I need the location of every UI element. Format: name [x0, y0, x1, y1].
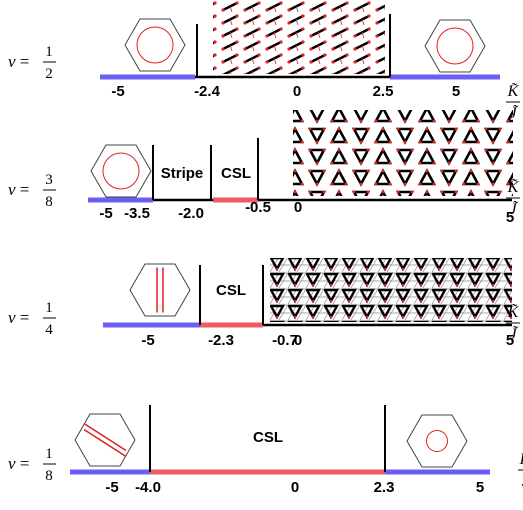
phase-panel: ν =18-5-4.002.35CSLK̃J̃	[8, 405, 523, 496]
hexagon-circle	[437, 28, 473, 64]
nu-symbol: ν =	[8, 52, 29, 71]
phase-label: CSL	[221, 165, 251, 182]
tick-label: -5	[141, 332, 154, 349]
tick-label: -2.3	[208, 332, 234, 349]
tick-label: 5	[476, 479, 484, 496]
tick-label: -3.5	[124, 205, 150, 222]
hexagon-icon	[75, 414, 135, 466]
ratio-numerator: K̃	[507, 178, 520, 196]
ratio-denominator: J̃	[509, 200, 519, 218]
phase-label: CSL	[253, 429, 283, 446]
nu-denominator: 2	[45, 66, 53, 82]
tick-label: 0	[294, 332, 302, 349]
ratio-denominator: J̃	[509, 325, 519, 343]
tick-label: -5	[99, 205, 112, 222]
hexagon-circle	[103, 153, 139, 189]
tick-label: -5	[105, 479, 118, 496]
tick-label: 5	[452, 83, 460, 100]
lattice-inset	[213, 0, 385, 74]
nu-equals: =	[16, 454, 30, 473]
nu-symbol: ν =	[8, 308, 29, 327]
nu-symbol: ν =	[8, 454, 29, 473]
nu-equals: =	[16, 52, 30, 71]
nu-numerator: 1	[45, 44, 53, 60]
nu-numerator: 1	[45, 446, 53, 462]
tick-label: -5	[111, 83, 124, 100]
nu-numerator: 1	[45, 300, 53, 316]
tick-label: 2.3	[374, 479, 395, 496]
tick-label: -2.0	[178, 205, 204, 222]
tick-label: 2.5	[373, 83, 394, 100]
nu-equals: =	[16, 308, 30, 327]
hexagon-circle	[427, 431, 448, 452]
hexagon-stripe	[84, 424, 126, 451]
hexagon-circle	[137, 27, 173, 63]
nu-symbol: ν =	[8, 180, 29, 199]
tick-label: 0	[294, 199, 302, 216]
tick-label: -2.4	[194, 83, 221, 100]
lattice-inset	[293, 110, 513, 196]
ratio-numerator: K̃	[519, 450, 523, 468]
tick-label: 0	[291, 479, 299, 496]
phase-panel: ν =12-5-2.402.55K̃J̃	[8, 0, 520, 122]
hexagon-icon	[407, 415, 467, 467]
phase-label: CSL	[216, 282, 246, 299]
hexagon-stripe	[84, 430, 126, 457]
lattice-inset	[270, 258, 512, 322]
nu-numerator: 3	[45, 172, 53, 188]
figure: ν = 1 2 -5 -2.4 0 2.5 5 K̃ J̃ ν = 3 8 -5 -3.5 -2.0 -0.5 0…	[0, 0, 523, 510]
tick-label: -4.0	[135, 479, 161, 496]
hexagon-icon	[130, 264, 190, 316]
nu-denominator: 4	[45, 322, 53, 338]
tick-label: 0	[293, 83, 301, 100]
nu-equals: =	[16, 180, 30, 199]
nu-denominator: 8	[45, 194, 53, 210]
ratio-numerator: K̃	[507, 82, 520, 100]
ratio-numerator: K̃	[507, 303, 520, 321]
phase-label: Stripe	[161, 165, 204, 182]
nu-denominator: 8	[45, 468, 53, 484]
page: {"panels": [ {"nu": {"lhs": "ν =", "num"…	[0, 0, 523, 510]
tick-label: -0.5	[245, 199, 271, 216]
